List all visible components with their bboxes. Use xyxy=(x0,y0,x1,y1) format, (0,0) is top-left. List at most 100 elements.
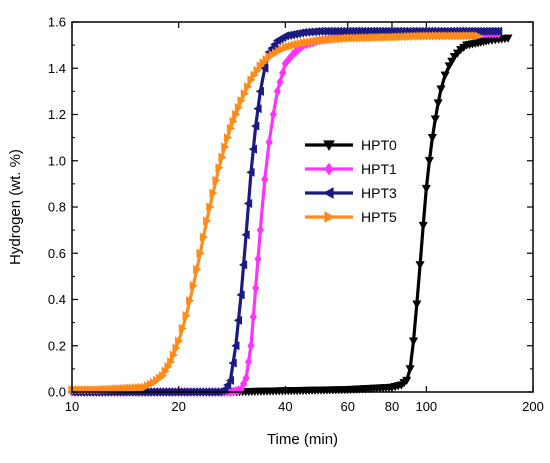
data-point xyxy=(246,167,255,177)
data-point xyxy=(196,248,205,258)
data-point xyxy=(261,174,269,185)
data-point xyxy=(424,157,435,166)
data-point xyxy=(182,311,191,321)
data-point xyxy=(233,315,243,325)
data-point xyxy=(252,282,260,293)
data-point xyxy=(253,104,262,114)
x-tick-label: 60 xyxy=(340,399,354,414)
data-point xyxy=(225,375,235,386)
data-point xyxy=(172,343,181,353)
y-tick-label: 1.4 xyxy=(48,61,66,76)
data-point xyxy=(412,300,422,309)
data-point xyxy=(169,350,179,360)
data-point xyxy=(421,184,431,194)
data-point xyxy=(175,336,184,346)
data-point xyxy=(221,142,230,152)
data-point xyxy=(418,221,428,231)
data-point xyxy=(228,358,237,368)
data-point xyxy=(430,115,440,124)
data-point xyxy=(189,281,199,291)
data-point xyxy=(269,109,278,120)
plot-frame xyxy=(71,21,534,393)
data-point xyxy=(238,260,248,270)
data-point xyxy=(167,357,176,367)
y-tick-label: 1.2 xyxy=(48,107,66,122)
data-point xyxy=(203,216,212,226)
data-point xyxy=(402,376,412,386)
legend-marker xyxy=(322,187,334,199)
data-point xyxy=(405,365,415,374)
data-point xyxy=(281,58,289,69)
series-line-hpt5 xyxy=(72,34,479,392)
data-point xyxy=(222,380,232,390)
data-point xyxy=(415,261,425,270)
data-point xyxy=(186,296,195,306)
y-tick-label: 1.0 xyxy=(48,153,66,168)
x-tick-label: 20 xyxy=(171,399,185,414)
data-point xyxy=(247,340,255,351)
series-hpt1 xyxy=(68,28,503,398)
data-point xyxy=(256,225,264,236)
data-point xyxy=(243,198,253,209)
legend-marker xyxy=(323,140,335,152)
series-line-hpt1 xyxy=(72,32,499,394)
data-point xyxy=(265,137,273,148)
data-point xyxy=(427,134,437,143)
data-point xyxy=(474,31,483,41)
data-point xyxy=(242,373,250,384)
legend-marker xyxy=(324,211,336,223)
data-point xyxy=(229,116,238,127)
data-point xyxy=(276,77,284,88)
x-axis-title: Time (min) xyxy=(267,431,338,448)
data-point xyxy=(433,99,443,108)
data-point xyxy=(234,102,244,113)
data-point xyxy=(285,53,293,65)
data-point xyxy=(436,85,446,94)
data-point xyxy=(249,311,258,322)
y-tick-label: 0.6 xyxy=(48,246,66,261)
data-point xyxy=(224,133,233,143)
data-point xyxy=(254,253,262,265)
tick-layer xyxy=(71,21,534,393)
data-point xyxy=(255,86,264,96)
data-point xyxy=(232,109,241,120)
data-point xyxy=(279,67,287,78)
y-tick-label: 0.2 xyxy=(48,338,66,353)
data-point xyxy=(236,290,245,300)
data-point xyxy=(244,356,253,367)
data-point xyxy=(199,232,209,242)
series-hpt5 xyxy=(68,31,483,395)
data-point xyxy=(206,202,215,212)
data-point xyxy=(251,121,260,131)
data-point xyxy=(440,71,450,80)
legend-marker xyxy=(324,162,334,176)
data-point xyxy=(178,323,188,334)
y-tick-label: 0.8 xyxy=(48,200,66,215)
data-point xyxy=(226,123,236,133)
x-tick-label: 80 xyxy=(385,399,399,414)
data-point xyxy=(212,175,221,186)
data-point xyxy=(273,86,282,97)
legend-label: HPT1 xyxy=(361,161,397,177)
legend-label: HPT5 xyxy=(361,209,397,225)
data-point xyxy=(215,163,224,173)
x-tick-label: 10 xyxy=(65,399,79,414)
data-point xyxy=(241,230,250,240)
label-layer: 10 20 40 60 80 100 200 0.0 0.2 0.4 0.6 0.8 1.0 1.2 1.4… xyxy=(48,15,544,415)
series-layer xyxy=(67,26,513,398)
y-tick-label: 0.0 xyxy=(48,385,66,400)
data-point xyxy=(408,337,419,346)
data-point xyxy=(209,188,218,198)
series-hpt3 xyxy=(67,26,503,397)
data-point xyxy=(493,26,503,36)
data-point xyxy=(231,341,240,351)
data-point xyxy=(218,152,227,162)
x-tick-label: 100 xyxy=(415,399,437,414)
y-tick-label: 1.6 xyxy=(48,15,66,30)
y-tick-label: 0.4 xyxy=(48,292,66,307)
legend-label: HPT3 xyxy=(361,185,397,201)
data-point xyxy=(503,34,513,43)
data-point xyxy=(237,96,246,106)
